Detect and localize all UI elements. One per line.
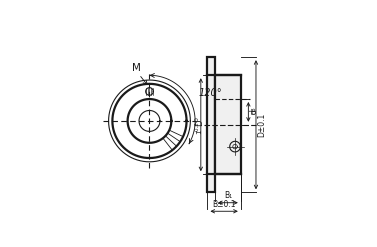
Text: 1: 1	[196, 129, 202, 134]
Text: B±0.1: B±0.1	[212, 200, 236, 209]
Bar	[215, 75, 241, 174]
Text: H8: H8	[251, 106, 257, 114]
Text: B₁: B₁	[224, 191, 232, 200]
Text: D±0.1: D±0.1	[257, 113, 267, 137]
Text: 120°: 120°	[199, 88, 222, 98]
Text: -0.2: -0.2	[194, 121, 199, 132]
Text: M: M	[132, 63, 141, 73]
Text: 0: 0	[194, 117, 199, 121]
Text: d: d	[250, 109, 259, 114]
Text: D: D	[195, 120, 204, 126]
Bar	[207, 57, 215, 192]
